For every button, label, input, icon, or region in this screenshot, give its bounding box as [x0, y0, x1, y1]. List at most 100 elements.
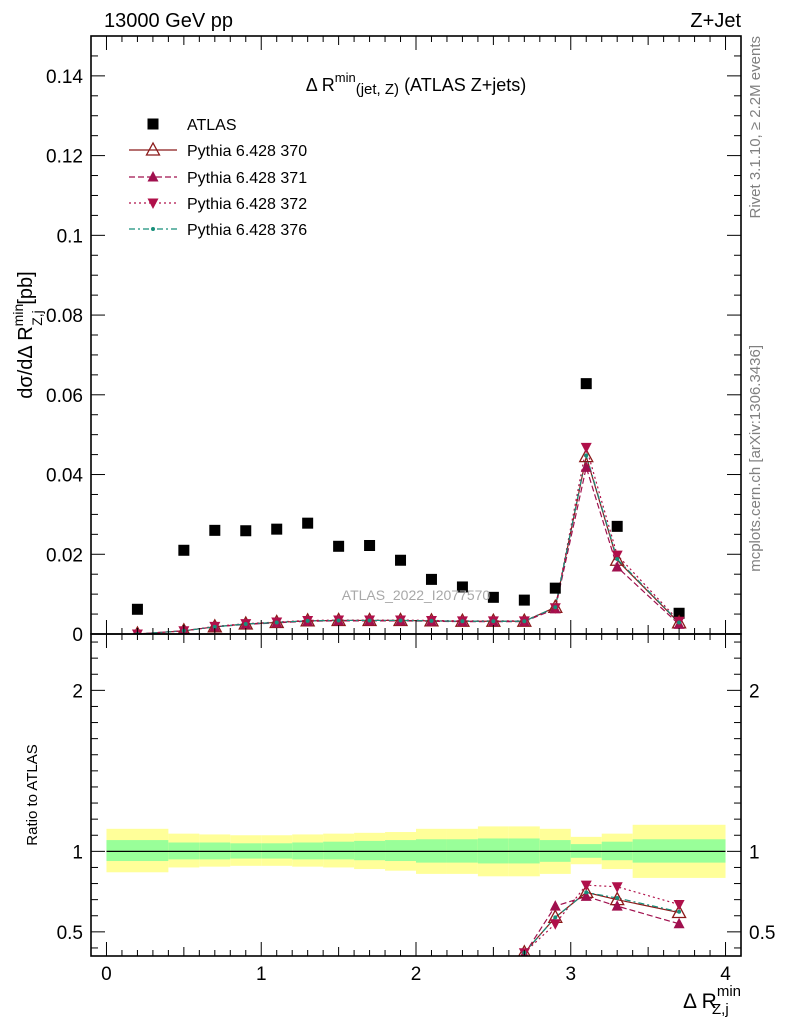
main-point-atlas — [549, 582, 561, 594]
ratio-point-pythia-6-428-371 — [673, 917, 685, 929]
main-point-pythia-6-428-376 — [305, 618, 310, 623]
legend-label-pythia-6-428-371: Pythia 6.428 371 — [187, 170, 307, 187]
main-point-atlas — [364, 539, 376, 551]
ratio-point-pythia-6-428-376 — [553, 915, 558, 920]
main-point-pythia-6-428-376 — [584, 453, 589, 458]
main-y-tick-label: 0.12 — [46, 147, 83, 168]
ratio-y-tick-label-right: 0.5 — [749, 923, 775, 944]
ratio-uncertainty-bands — [106, 824, 726, 878]
header-beam-label: 13000 GeV pp — [104, 10, 233, 32]
main-point-pythia-6-428-376 — [615, 557, 620, 562]
legend-marker-atlas — [147, 118, 159, 130]
main-point-atlas — [271, 523, 283, 535]
main-point-atlas — [580, 378, 592, 390]
ratio-point-pythia-6-428-376 — [615, 896, 620, 901]
ratio-y-tick-label-right: 2 — [749, 681, 760, 702]
main-point-atlas — [611, 520, 623, 532]
main-line-pythia-6-428-376 — [137, 455, 680, 634]
ratio-point-pythia-6-428-376 — [584, 890, 589, 895]
main-point-pythia-6-428-376 — [398, 618, 403, 623]
main-y-tick-label: 0.02 — [46, 545, 83, 566]
main-y-tick-label: 0.1 — [57, 226, 83, 247]
main-point-pythia-6-428-376 — [553, 605, 558, 610]
main-point-pythia-6-428-371 — [580, 461, 592, 472]
main-point-atlas — [487, 591, 499, 603]
header-process-label: Z+Jet — [690, 10, 741, 32]
legend: ATLAS Pythia 6.428 370 Pythia 6.428 371 Pyt… — [129, 117, 307, 239]
ratio-axes: 0.5 0.5 1 1 2 2 0 1 2 3 4 — [57, 633, 775, 985]
x-tick-label: 0 — [101, 964, 112, 985]
ratio-y-tick-label-left: 1 — [72, 842, 83, 863]
ratio-inner-band — [106, 840, 169, 862]
main-y-tick-label: 0.04 — [46, 466, 83, 487]
rivet-version-label: Rivet 3.1.10, ≥ 2.2M events — [747, 36, 764, 219]
ratio-point-pythia-6-428-372 — [549, 919, 561, 930]
ratio-point-pythia-6-428-372 — [673, 899, 685, 911]
main-point-pythia-6-428-376 — [212, 624, 217, 629]
legend-label-pythia-6-428-372: Pythia 6.428 372 — [187, 196, 307, 213]
main-point-pythia-6-428-376 — [367, 618, 372, 623]
ratio-line-pythia-6-428-376 — [523, 891, 680, 954]
main-point-atlas — [395, 554, 407, 566]
main-line-pythia-6-428-372 — [137, 447, 680, 634]
ratio-frame — [90, 633, 742, 957]
analysis-watermark: ATLAS_2022_I2077570 — [342, 587, 491, 603]
main-axes: 0 0.02 0.04 0.06 0.08 0.1 0.12 0.14 — [46, 35, 742, 646]
main-point-atlas — [209, 524, 221, 536]
x-axis-label: Δ Rmin Z,j — [683, 983, 741, 1018]
ratio-point-pythia-6-428-371 — [549, 900, 561, 911]
ratio-point-pythia-6-428-376 — [677, 909, 682, 914]
main-point-atlas — [673, 607, 685, 619]
ratio-inner-band — [354, 840, 386, 861]
main-y-tick-label: 0.14 — [46, 67, 83, 88]
main-point-pythia-6-428-376 — [460, 619, 465, 624]
ratio-line-pythia-6-428-370 — [523, 891, 680, 954]
main-point-pythia-6-428-376 — [677, 620, 682, 625]
main-point-atlas — [302, 517, 314, 529]
legend-marker-pythia-6-428-371 — [147, 171, 159, 182]
legend-label-pythia-6-428-376: Pythia 6.428 376 — [187, 222, 307, 239]
main-line-pythia-6-428-370 — [137, 456, 680, 634]
ratio-point-pythia-6-428-372 — [580, 880, 592, 892]
main-point-atlas — [178, 544, 190, 556]
main-point-pythia-6-428-376 — [274, 620, 279, 625]
main-point-pythia-6-428-372 — [611, 550, 623, 562]
mcplots-reference-label: mcplots.cern.ch [arXiv:1306.3436] — [747, 345, 764, 572]
legend-marker-pythia-6-428-372 — [147, 198, 159, 209]
ratio-point-pythia-6-428-371 — [580, 890, 592, 901]
ratio-point-pythia-6-428-371 — [611, 900, 623, 911]
main-point-pythia-6-428-376 — [522, 619, 527, 624]
legend-label-pythia-6-428-370: Pythia 6.428 370 — [187, 143, 307, 160]
main-point-pythia-6-428-371 — [611, 561, 623, 572]
legend-label-atlas: ATLAS — [187, 117, 237, 134]
main-point-atlas — [456, 581, 468, 593]
x-tick-label: 2 — [411, 964, 422, 985]
main-line-pythia-6-428-371 — [137, 465, 680, 634]
ratio-point-pythia-6-428-370 — [671, 904, 687, 919]
main-y-tick-label: 0 — [72, 625, 83, 646]
main-series-layer — [131, 378, 687, 634]
ratio-series-layer — [518, 880, 687, 956]
main-y-tick-label: 0.06 — [46, 386, 83, 407]
ratio-y-axis-label: Ratio to ATLAS — [24, 744, 41, 845]
main-point-atlas — [131, 603, 143, 615]
legend-marker-pythia-6-428-370 — [145, 141, 161, 156]
ratio-point-pythia-6-428-372 — [611, 882, 623, 893]
main-point-atlas — [518, 594, 530, 606]
ratio-inner-band — [385, 840, 416, 862]
x-tick-label: 3 — [565, 964, 576, 985]
ratio-line-pythia-6-428-371 — [523, 895, 680, 955]
main-point-pythia-6-428-376 — [336, 618, 341, 623]
ratio-y-tick-label-left: 0.5 — [57, 923, 83, 944]
main-y-axis-label: dσ/dΔ Rmin Z,j [pb] — [10, 271, 45, 398]
main-point-pythia-6-428-376 — [491, 619, 496, 624]
ratio-y-tick-label-right: 1 — [749, 842, 760, 863]
x-tick-label: 4 — [720, 964, 731, 985]
main-point-atlas — [240, 525, 252, 537]
ratio-y-tick-label-left: 2 — [72, 681, 83, 702]
main-point-pythia-6-428-372 — [580, 442, 592, 454]
main-point-atlas — [425, 573, 437, 585]
main-point-pythia-6-428-376 — [243, 622, 248, 627]
main-point-pythia-6-428-376 — [429, 618, 434, 623]
